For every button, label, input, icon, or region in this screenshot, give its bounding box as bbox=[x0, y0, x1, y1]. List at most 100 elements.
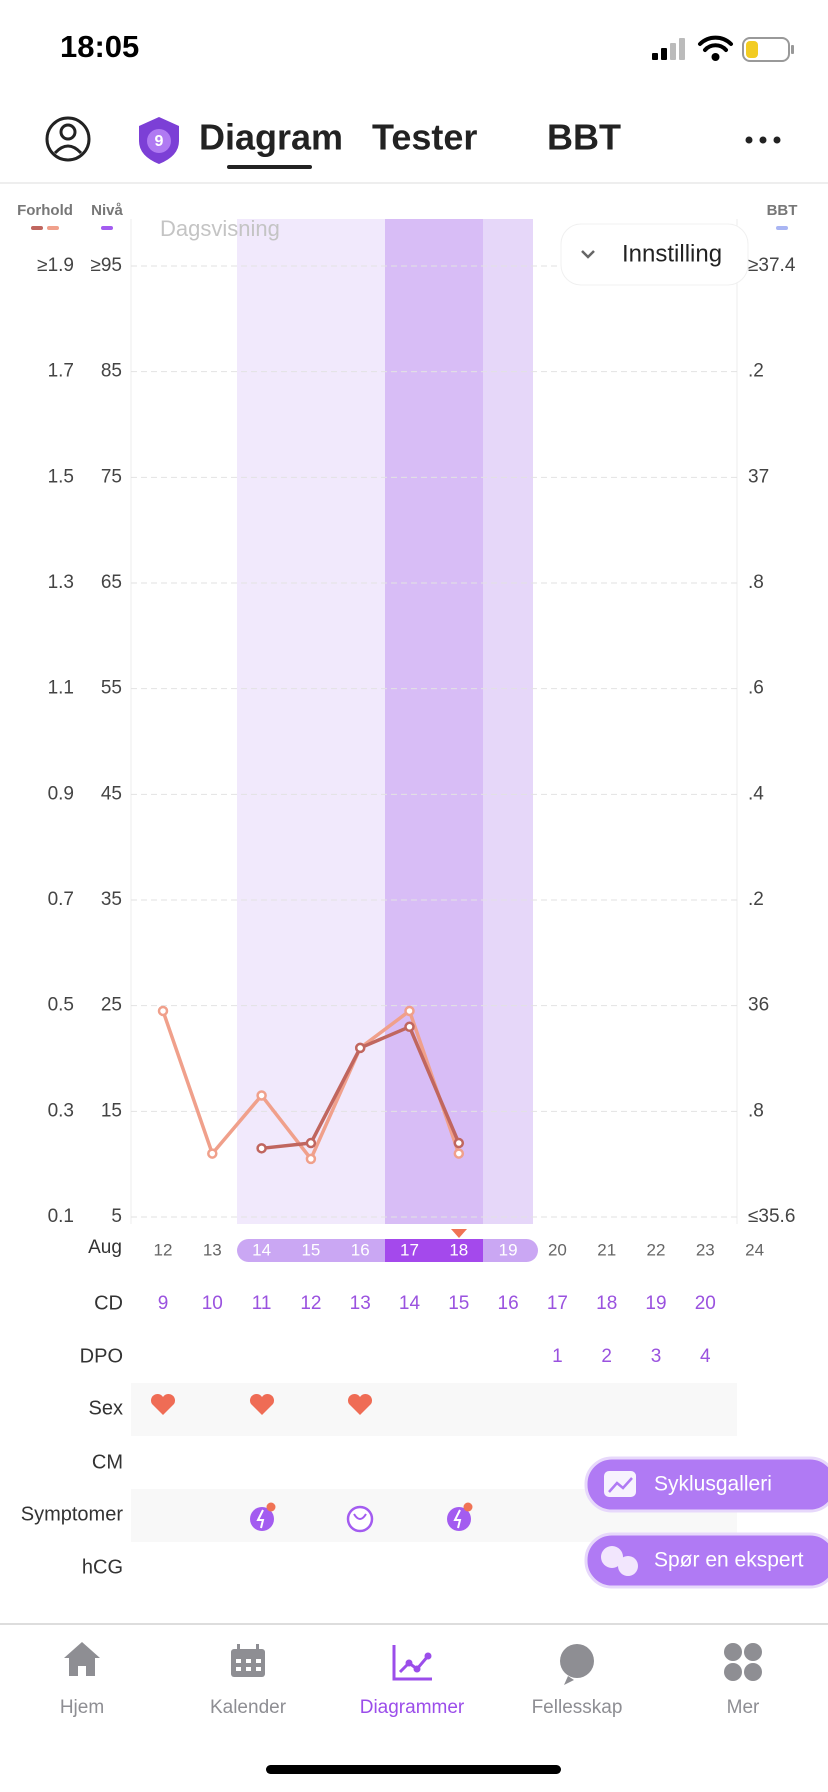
y2-tick-label: .2 bbox=[748, 889, 764, 910]
row-value: 4 bbox=[700, 1346, 711, 1367]
nav-label[interactable]: Kalender bbox=[210, 1697, 287, 1718]
y2-tick-label: ≥37.4 bbox=[748, 255, 796, 276]
tab-underline bbox=[227, 165, 312, 169]
y3-tick-label: 75 bbox=[101, 466, 122, 487]
y3-tick-label: 5 bbox=[111, 1206, 122, 1227]
button-label: Syklusgalleri bbox=[654, 1473, 772, 1496]
row-value: 16 bbox=[498, 1293, 519, 1314]
badge-number: 9 bbox=[155, 133, 164, 150]
row-label: Symptomer bbox=[21, 1503, 124, 1525]
y3-tick-label: 15 bbox=[101, 1100, 122, 1121]
row-label: Sex bbox=[89, 1397, 123, 1419]
y-tick-label: 1.3 bbox=[48, 572, 74, 593]
settings-button[interactable]: Innstilling bbox=[560, 223, 749, 286]
legend-swatch bbox=[776, 226, 788, 230]
x-tick-label: 22 bbox=[647, 1240, 666, 1259]
nav-label[interactable]: Diagrammer bbox=[360, 1697, 465, 1718]
axis-title: Forhold bbox=[17, 202, 73, 219]
month-label: Aug bbox=[88, 1237, 122, 1258]
nav-label[interactable]: Mer bbox=[727, 1697, 760, 1718]
data-point bbox=[354, 1042, 366, 1054]
y3-tick-label: 55 bbox=[101, 678, 122, 699]
y2-tick-label: ≤35.6 bbox=[748, 1206, 795, 1227]
home-indicator bbox=[266, 1765, 561, 1774]
x-tick-label: 18 bbox=[449, 1240, 468, 1259]
status-icons bbox=[652, 35, 794, 62]
y2-tick-label: .2 bbox=[748, 361, 764, 382]
row-label: DPO bbox=[80, 1345, 123, 1367]
data-point bbox=[453, 1137, 465, 1149]
y-tick-label: 0.7 bbox=[48, 889, 74, 910]
nav-label[interactable]: Fellesskap bbox=[532, 1697, 623, 1718]
x-tick-label: 15 bbox=[301, 1240, 320, 1259]
y3-tick-label: 45 bbox=[101, 783, 122, 804]
view-label: Dagsvisning bbox=[160, 216, 280, 241]
row-value: 11 bbox=[252, 1293, 272, 1314]
symptom-markers bbox=[250, 1502, 473, 1533]
data-point bbox=[404, 1005, 415, 1017]
data-point bbox=[305, 1137, 317, 1149]
y3-tick-label: 85 bbox=[101, 361, 122, 382]
x-tick-label: 19 bbox=[499, 1240, 518, 1259]
x-tick-label: 16 bbox=[351, 1240, 370, 1259]
gallery-button[interactable]: Syklusgalleri bbox=[584, 1456, 828, 1513]
data-point bbox=[305, 1153, 317, 1165]
x-tick-label: 23 bbox=[696, 1240, 715, 1259]
y3-tick-label: 65 bbox=[101, 572, 122, 593]
x-tick-label: 24 bbox=[745, 1240, 764, 1259]
row-value: 17 bbox=[547, 1293, 568, 1314]
row-value: 3 bbox=[651, 1346, 662, 1367]
x-tick-label: 20 bbox=[548, 1240, 567, 1259]
y2-tick-label: .4 bbox=[748, 783, 764, 804]
y-tick-label: ≥1.9 bbox=[37, 255, 74, 276]
row-label: hCG bbox=[82, 1556, 123, 1578]
row-value: 20 bbox=[695, 1293, 716, 1314]
level-badge[interactable]: 9 bbox=[139, 117, 179, 164]
tab[interactable]: Tester bbox=[372, 117, 477, 158]
row-band bbox=[131, 1383, 737, 1436]
x-tick-label: 12 bbox=[154, 1240, 173, 1259]
settings-label: Innstilling bbox=[622, 240, 722, 267]
row-label: CD bbox=[94, 1292, 123, 1314]
x-tick-label: 17 bbox=[400, 1240, 419, 1259]
nav-label[interactable]: Hjem bbox=[60, 1697, 104, 1718]
x-tick-label: 21 bbox=[597, 1240, 616, 1259]
profile-icon[interactable] bbox=[45, 116, 91, 162]
row-value: 14 bbox=[399, 1293, 421, 1314]
row-value: 1 bbox=[552, 1346, 563, 1367]
tab[interactable]: Diagram bbox=[199, 117, 343, 158]
sex-markers bbox=[150, 1393, 373, 1415]
legend-swatch bbox=[47, 226, 59, 230]
legend-swatch bbox=[31, 226, 43, 230]
axis-title: Nivå bbox=[91, 202, 123, 219]
y-tick-label: 0.3 bbox=[48, 1100, 74, 1121]
tab[interactable]: BBT bbox=[547, 117, 621, 158]
row-value: 12 bbox=[300, 1293, 321, 1314]
y-tick-label: 1.1 bbox=[48, 678, 74, 699]
row-value: 9 bbox=[158, 1293, 169, 1314]
row-label: CM bbox=[92, 1451, 123, 1473]
y2-tick-label: 37 bbox=[748, 466, 769, 487]
y3-tick-label: 25 bbox=[101, 995, 122, 1016]
more-button[interactable] bbox=[745, 136, 781, 144]
fertile-pill bbox=[237, 1229, 538, 1262]
y2-tick-label: 36 bbox=[748, 995, 769, 1016]
row-value: 13 bbox=[350, 1293, 371, 1314]
button-label: Spør en ekspert bbox=[654, 1549, 804, 1572]
data-point bbox=[404, 1021, 415, 1033]
y2-tick-label: .6 bbox=[748, 678, 764, 699]
row-value: 15 bbox=[448, 1293, 469, 1314]
data-point bbox=[256, 1090, 267, 1101]
y-tick-label: 1.5 bbox=[48, 466, 74, 487]
grid bbox=[131, 265, 737, 1218]
data-point bbox=[207, 1148, 218, 1159]
x-tick-label: 14 bbox=[252, 1240, 271, 1259]
y3-tick-label: ≥95 bbox=[90, 255, 122, 276]
expert-button[interactable]: Spør en ekspert bbox=[584, 1532, 828, 1589]
data-point bbox=[453, 1148, 465, 1159]
status-time: 18:05 bbox=[60, 29, 139, 64]
y-tick-label: 1.7 bbox=[48, 361, 74, 382]
y-tick-label: 0.9 bbox=[48, 783, 74, 804]
